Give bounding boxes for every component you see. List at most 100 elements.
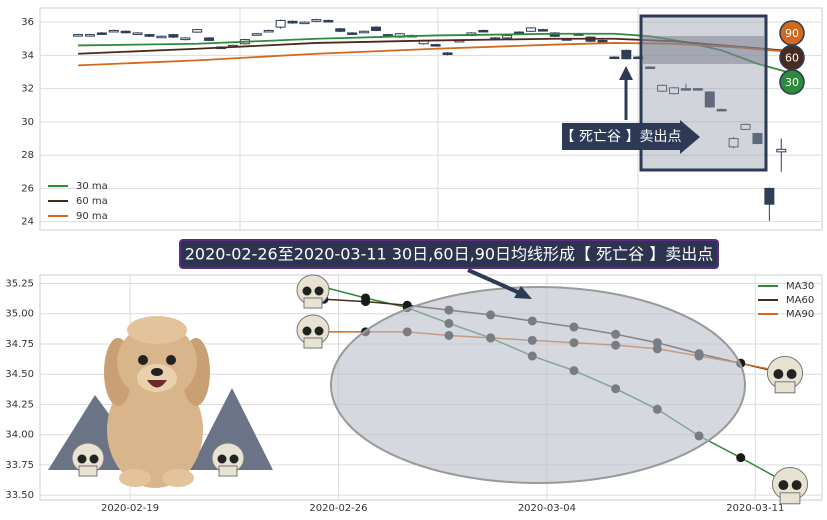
candle-body — [180, 37, 191, 41]
pointer-arrow-head — [514, 286, 532, 299]
skull-eye — [302, 286, 312, 296]
candle-body — [168, 34, 179, 38]
skull-jaw — [303, 337, 323, 349]
candle-body — [525, 27, 536, 32]
legend-label: 90 ma — [76, 211, 108, 222]
y-tick-label: 33.50 — [5, 490, 34, 501]
skull-jaw — [78, 465, 98, 477]
candle-body — [73, 34, 83, 37]
candle-body — [657, 84, 668, 92]
legend-label: MA30 — [786, 281, 814, 292]
pointer-arrow — [467, 268, 523, 296]
x-tick-label: 2020-03-04 — [518, 503, 576, 514]
candle-body — [84, 34, 95, 37]
ma-line — [77, 32, 794, 75]
title-box — [179, 239, 719, 269]
ma-line — [77, 37, 794, 55]
dog-illustration — [104, 316, 210, 488]
annotation-label: 【 死亡谷 】卖出点 — [561, 129, 682, 145]
candle-body — [478, 29, 489, 33]
y-tick-label: 34.00 — [5, 430, 34, 441]
candle-body — [323, 19, 334, 23]
candle-body — [192, 29, 203, 33]
front-layer: 2020-02-26至2020-03-11 30日,60日,90日均线形成【 死… — [5, 17, 814, 514]
candle-body — [669, 87, 679, 95]
y-tick-label: 30 — [21, 117, 34, 128]
candle-body — [287, 20, 298, 24]
skull-eye — [89, 454, 99, 464]
candle-body — [645, 66, 656, 70]
candle-body — [609, 56, 620, 60]
candle-body — [311, 19, 322, 22]
candle-body — [108, 29, 119, 33]
legend-label: MA60 — [786, 295, 814, 306]
candle-body — [347, 32, 358, 35]
candle-body — [132, 32, 143, 35]
candle-body — [144, 34, 155, 37]
y-tick-label: 35.00 — [5, 309, 34, 320]
candle-body — [704, 91, 715, 108]
candle-body — [96, 32, 107, 35]
candle-body — [597, 39, 608, 43]
y-tick-label: 35.25 — [5, 278, 34, 289]
x-tick-label: 2020-02-26 — [309, 503, 367, 514]
skull-jaw — [218, 465, 238, 477]
legend-label: 30 ma — [76, 181, 108, 192]
badge-label: 90 — [785, 27, 799, 40]
decoration-layer — [48, 14, 768, 488]
annotation-arrow — [562, 120, 700, 154]
chart-title: 2020-02-26至2020-03-11 30日,60日,90日均线形成【 死… — [185, 245, 713, 264]
y-tick-label: 24 — [21, 217, 34, 228]
x-tick-label: 2020-03-11 — [726, 503, 784, 514]
candle-body — [502, 34, 513, 39]
legend-label: 60 ma — [76, 196, 108, 207]
candle-body — [716, 108, 727, 112]
candle-body — [692, 88, 703, 91]
y-tick-label: 34.25 — [5, 399, 34, 410]
badge-label: 60 — [785, 52, 799, 65]
candle-body — [621, 49, 632, 60]
skull-jaw — [779, 492, 801, 505]
candle-body — [442, 52, 453, 56]
up-arrow-head — [619, 66, 633, 80]
candle-body — [728, 138, 739, 148]
candle-body — [537, 29, 548, 32]
x-tick-label: 2020-02-19 — [101, 503, 159, 514]
legend-label: MA90 — [786, 309, 814, 320]
candle-body — [275, 19, 286, 28]
skull-eye — [77, 454, 87, 464]
candle-body — [776, 148, 787, 153]
highlight-band — [643, 36, 764, 64]
skull-eye — [773, 369, 784, 380]
point — [736, 453, 746, 463]
skull-eye — [229, 454, 239, 464]
candle-body — [752, 133, 763, 145]
candle-body — [680, 88, 691, 91]
skull-eye — [217, 454, 227, 464]
candle-body — [371, 26, 381, 31]
y-tick-label: 26 — [21, 183, 34, 194]
skull-eye — [314, 286, 324, 296]
badge — [779, 69, 805, 95]
y-tick-label: 28 — [21, 150, 34, 161]
candle-body — [633, 56, 644, 60]
candle-body — [764, 187, 775, 205]
mountain — [190, 388, 273, 470]
candle-body — [156, 35, 167, 39]
y-tick-label: 34.75 — [5, 339, 34, 350]
candle-body — [251, 33, 262, 36]
skull-eye — [791, 480, 802, 491]
candle-body — [359, 30, 370, 34]
candle-body — [430, 44, 441, 47]
skull-eye — [314, 326, 324, 336]
y-tick-label: 34.50 — [5, 369, 34, 380]
y-tick-label: 34 — [21, 50, 34, 61]
point — [361, 297, 371, 307]
skull-jaw — [303, 297, 323, 309]
skull-jaw — [774, 381, 796, 394]
candle-body — [335, 28, 346, 32]
focus-ellipse — [330, 286, 746, 484]
y-tick-label: 33.75 — [5, 460, 34, 471]
